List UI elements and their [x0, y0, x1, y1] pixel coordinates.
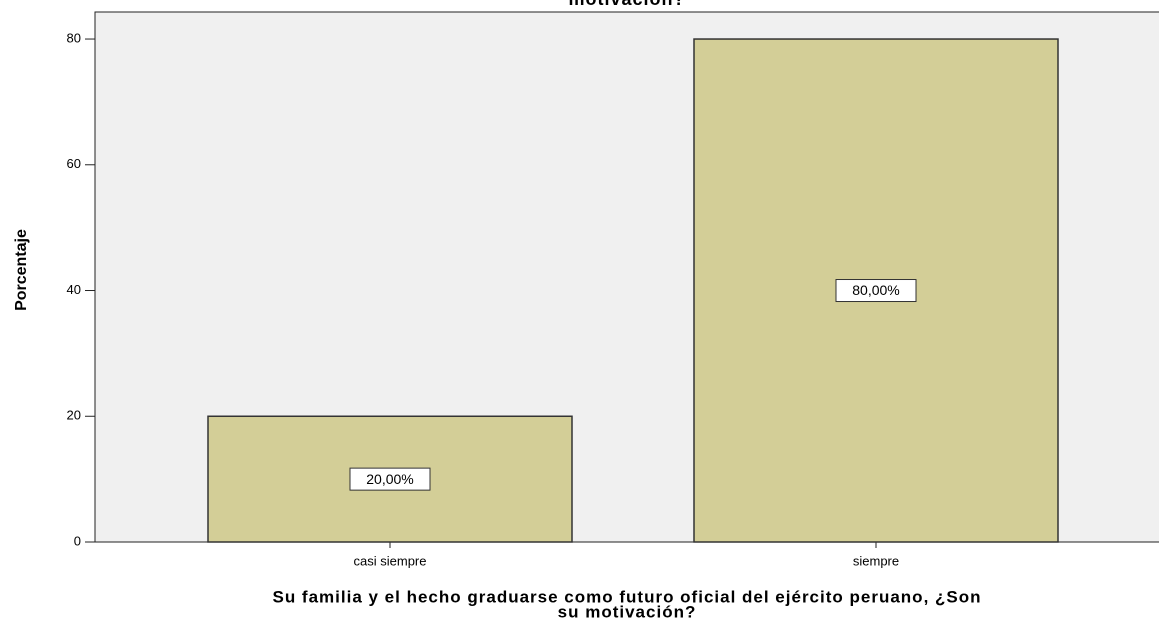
x-tick-label: casi siempre	[354, 553, 427, 568]
y-tick-label: 0	[74, 533, 81, 548]
y-axis-label: Porcentaje	[13, 229, 30, 311]
x-axis-label: Su familia y el hecho graduarse como fut…	[272, 587, 981, 606]
y-tick-label: 80	[67, 30, 81, 45]
y-tick-label: 60	[67, 156, 81, 171]
value-label-box	[835, 279, 917, 303]
y-tick-label: 40	[67, 282, 81, 297]
x-axis-label: su motivación?	[558, 602, 697, 621]
x-tick-label: siempre	[853, 553, 899, 568]
value-label: 80,00%	[852, 282, 899, 298]
value-label-box	[349, 467, 431, 491]
chart-title: motivación?	[568, 0, 685, 9]
y-tick-label: 20	[67, 408, 81, 423]
value-label: 20,00%	[366, 471, 413, 487]
